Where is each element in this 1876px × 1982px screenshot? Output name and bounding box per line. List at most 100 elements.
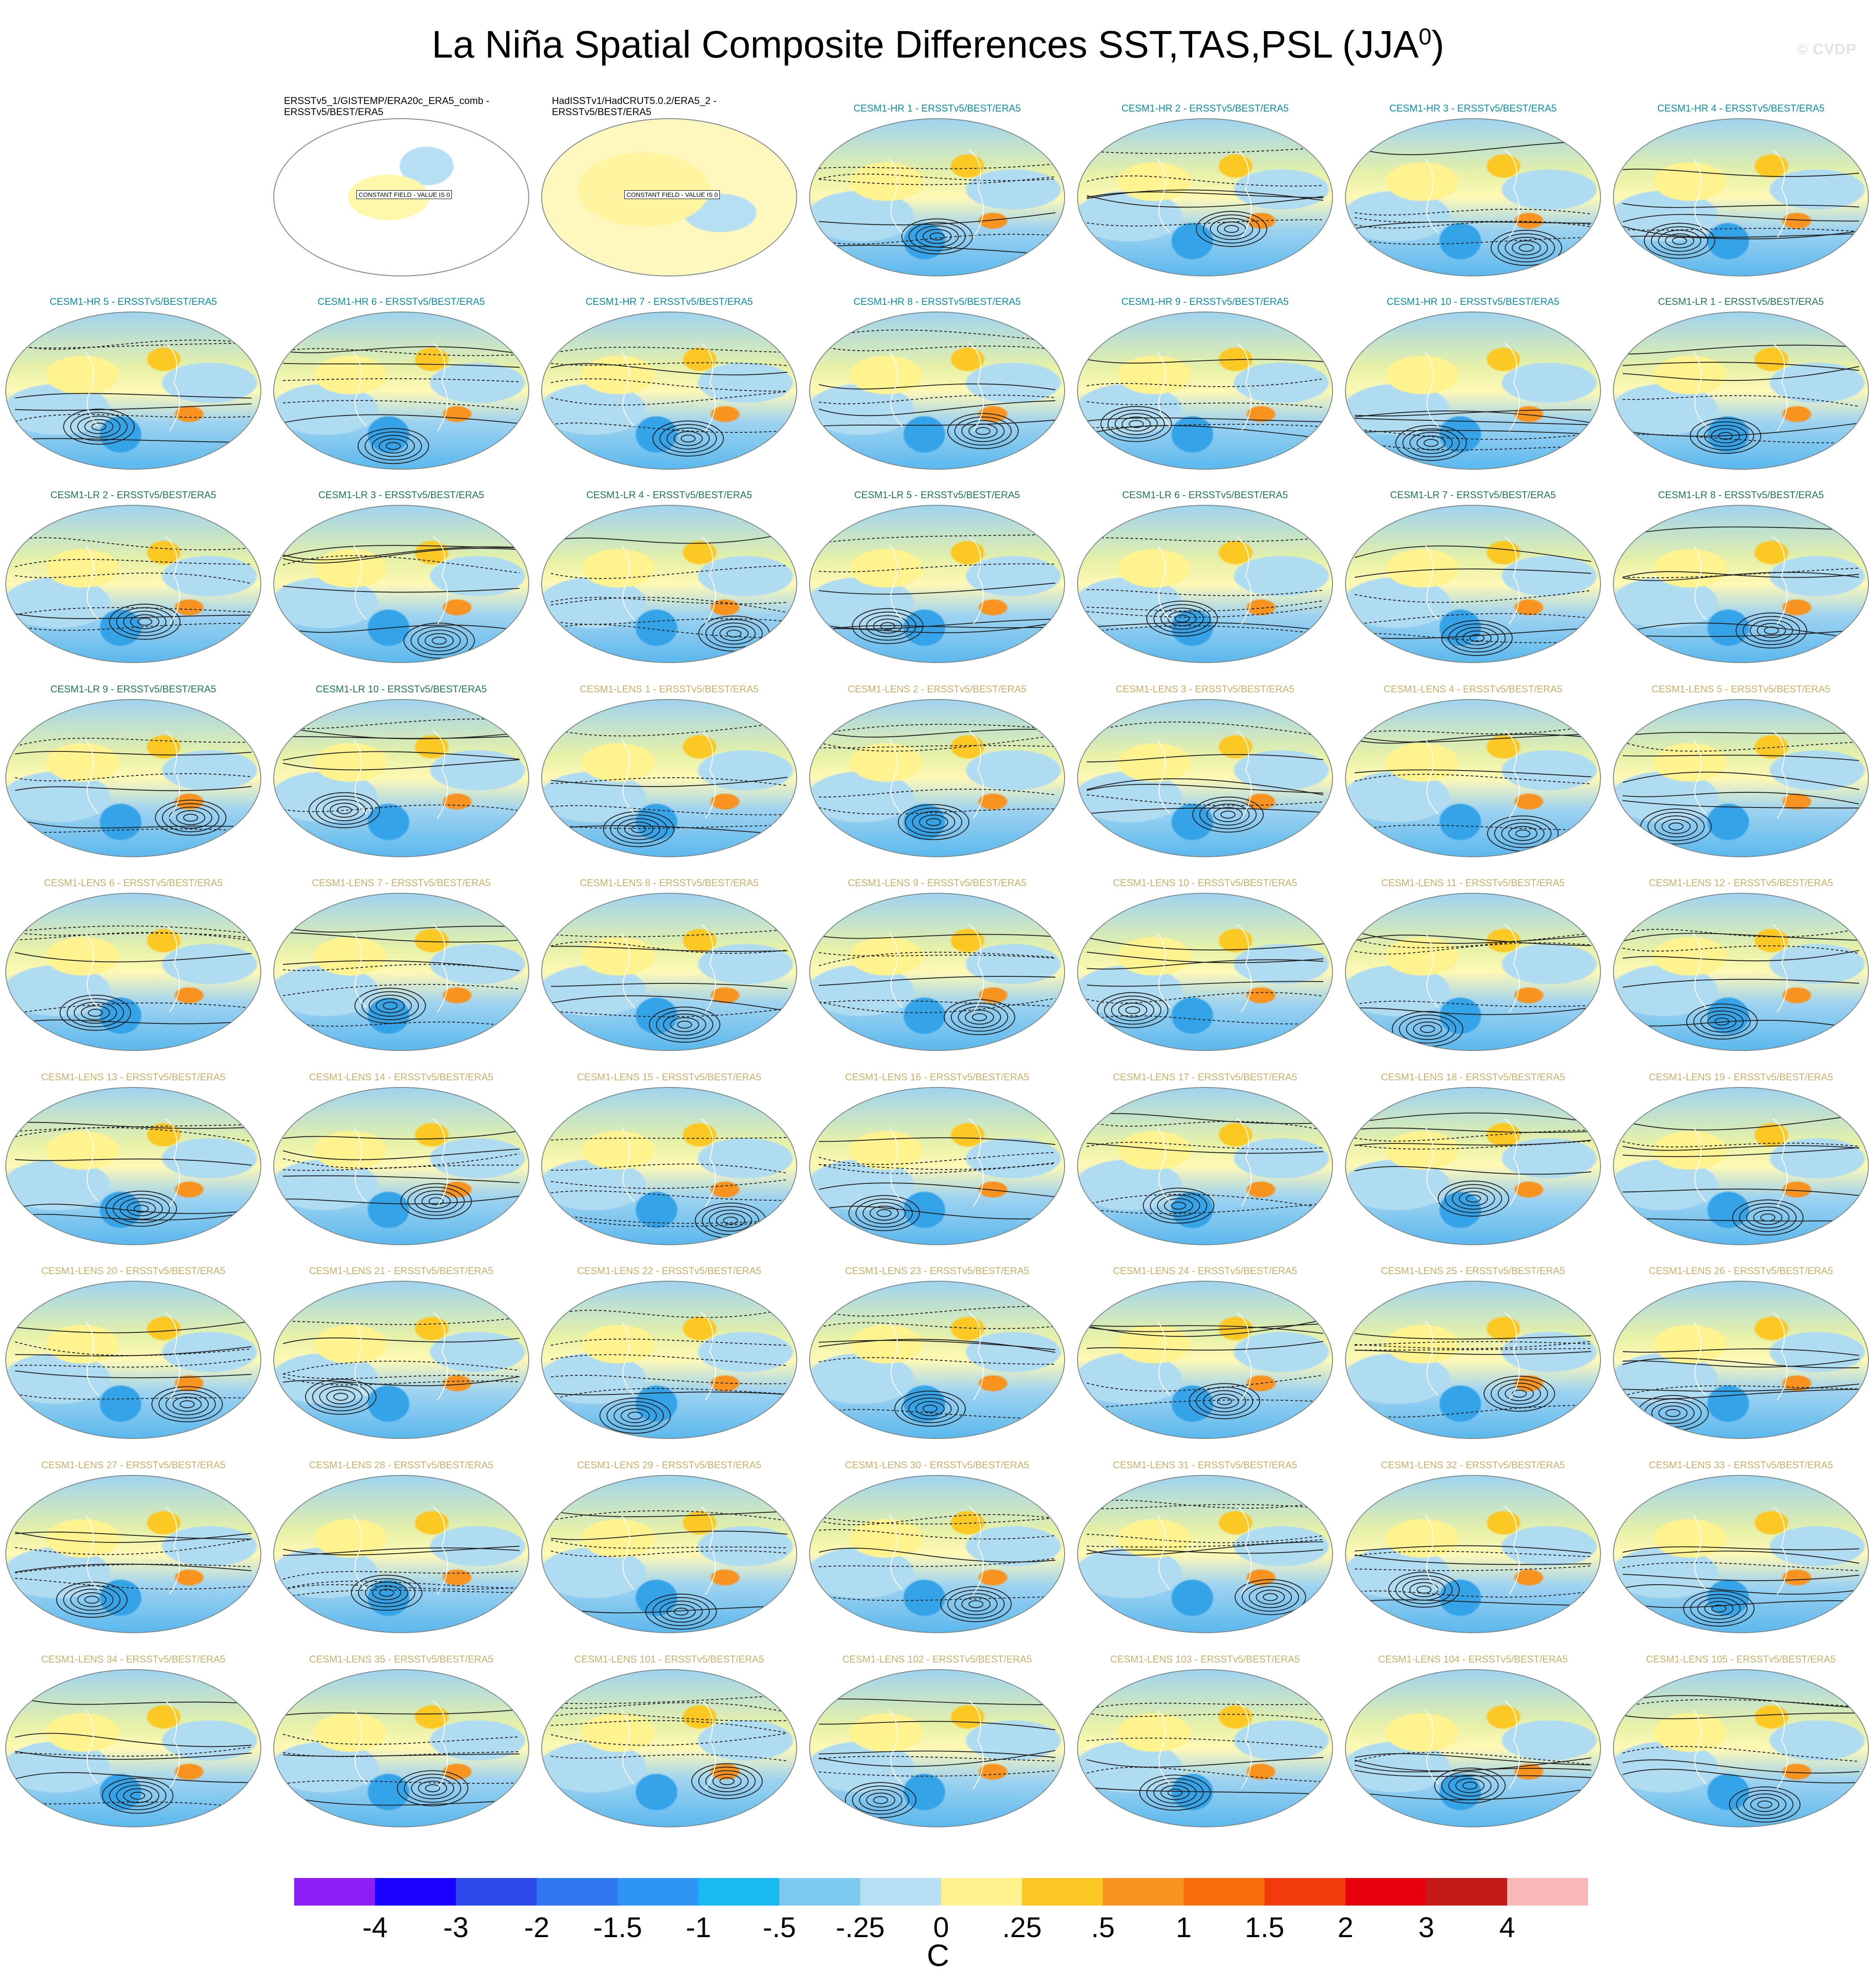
map-plot — [1613, 118, 1869, 276]
panel-title: HadISSTv1/HadCRUT5.0.2/ERA5_2 - ERSSTv5/… — [552, 95, 717, 117]
colorbar-labels: -4 -3 -2 -1.5 -1 -.5 -.25 0 .25 .5 1 1.5 2 3 4 — [294, 1911, 1588, 1943]
map-plot — [273, 1281, 529, 1439]
map-plot — [1613, 893, 1869, 1051]
map-plot — [1345, 312, 1601, 470]
map-plot — [541, 505, 797, 663]
panel-title: CESM1-LENS 103 - ERSSTv5/BEST/ERA5 — [1110, 1654, 1300, 1665]
model-panel: CESM1-LR 1 - ERSSTv5/BEST/ERA5 — [1608, 296, 1874, 473]
model-panel: CESM1-LENS 12 - ERSSTv5/BEST/ERA5 — [1608, 877, 1874, 1055]
map-plot — [1613, 699, 1869, 857]
model-panel: CESM1-LENS 34 - ERSSTv5/BEST/ERA5 — [0, 1653, 267, 1831]
panel-title: CESM1-LR 4 - ERSSTv5/BEST/ERA5 — [586, 489, 752, 500]
model-panel: CESM1-LR 7 - ERSSTv5/BEST/ERA5 — [1340, 489, 1606, 667]
colorbar-tick-label: -2 — [524, 1911, 550, 1943]
map-plot — [1345, 699, 1601, 857]
panel-title: CESM1-LENS 2 - ERSSTv5/BEST/ERA5 — [847, 683, 1027, 695]
panel-title: CESM1-LR 5 - ERSSTv5/BEST/ERA5 — [854, 489, 1020, 500]
model-panel: CESM1-HR 2 - ERSSTv5/BEST/ERA5 — [1072, 102, 1338, 280]
colorbar-box — [618, 1878, 699, 1906]
panel-title: CESM1-LENS 25 - ERSSTv5/BEST/ERA5 — [1381, 1265, 1565, 1276]
model-panel: CESM1-HR 4 - ERSSTv5/BEST/ERA5 — [1608, 102, 1874, 280]
colorbar-box — [1507, 1878, 1588, 1906]
model-panel: CESM1-LENS 32 - ERSSTv5/BEST/ERA5 — [1340, 1459, 1606, 1637]
colorbar-units: C — [926, 1938, 950, 1973]
colorbar-tick-label: 2 — [1337, 1911, 1353, 1943]
model-panel: CESM1-LENS 3 - ERSSTv5/BEST/ERA5 — [1072, 683, 1338, 861]
panel-title: CESM1-LENS 31 - ERSSTv5/BEST/ERA5 — [1113, 1459, 1297, 1471]
colorbar-tick-label: -1.5 — [593, 1911, 643, 1943]
model-panel: CESM1-LENS 9 - ERSSTv5/BEST/ERA5 — [804, 877, 1070, 1055]
panel-title: ERSSTv5_1/GISTEMP/ERA20c_ERA5_comb - ERS… — [284, 95, 490, 117]
model-panel: CESM1-LR 4 - ERSSTv5/BEST/ERA5 — [536, 489, 802, 667]
panel-title: CESM1-LENS 14 - ERSSTv5/BEST/ERA5 — [309, 1071, 494, 1083]
map-plot — [5, 699, 261, 857]
map-plot — [1345, 1087, 1601, 1245]
model-panel: CESM1-LENS 33 - ERSSTv5/BEST/ERA5 — [1608, 1459, 1874, 1637]
colorbar-box — [456, 1878, 537, 1906]
colorbar-tick-label: .25 — [1002, 1911, 1042, 1943]
colorbar — [294, 1878, 1588, 1906]
map-plot — [541, 1281, 797, 1439]
watermark-label: © CVDP — [1796, 41, 1856, 58]
panel-grid: ERSSTv5_1/GISTEMP/ERA20c_ERA5_comb - ERS… — [0, 95, 1874, 1831]
model-panel: CESM1-HR 9 - ERSSTv5/BEST/ERA5 — [1072, 296, 1338, 473]
model-panel: CESM1-LR 6 - ERSSTv5/BEST/ERA5 — [1072, 489, 1338, 667]
colorbar-box — [779, 1878, 860, 1906]
model-panel: CESM1-LENS 10 - ERSSTv5/BEST/ERA5 — [1072, 877, 1338, 1055]
model-panel: CESM1-HR 8 - ERSSTv5/BEST/ERA5 — [804, 296, 1070, 473]
model-panel: CESM1-LENS 101 - ERSSTv5/BEST/ERA5 — [536, 1653, 802, 1831]
model-panel: CESM1-LENS 31 - ERSSTv5/BEST/ERA5 — [1072, 1459, 1338, 1637]
model-panel: CESM1-LENS 17 - ERSSTv5/BEST/ERA5 — [1072, 1071, 1338, 1249]
colorbar-box — [294, 1878, 375, 1906]
map-plot — [809, 312, 1065, 470]
panel-title: CESM1-LENS 35 - ERSSTv5/BEST/ERA5 — [309, 1654, 494, 1665]
panel-title: CESM1-LENS 30 - ERSSTv5/BEST/ERA5 — [845, 1459, 1030, 1471]
map-plot — [273, 1087, 529, 1245]
model-panel: CESM1-LR 2 - ERSSTv5/BEST/ERA5 — [0, 489, 267, 667]
model-panel: CESM1-HR 5 - ERSSTv5/BEST/ERA5 — [0, 296, 267, 473]
panel-title: CESM1-LENS 1 - ERSSTv5/BEST/ERA5 — [579, 683, 759, 695]
panel-title: CESM1-HR 10 - ERSSTv5/BEST/ERA5 — [1386, 296, 1560, 307]
model-panel: CESM1-HR 1 - ERSSTv5/BEST/ERA5 — [804, 102, 1070, 280]
panel-title: CESM1-HR 7 - ERSSTv5/BEST/ERA5 — [585, 296, 753, 307]
colorbar-box — [941, 1878, 1022, 1906]
model-panel: CESM1-LENS 2 - ERSSTv5/BEST/ERA5 — [804, 683, 1070, 861]
colorbar-box — [1022, 1878, 1103, 1906]
panel-title: CESM1-LENS 11 - ERSSTv5/BEST/ERA5 — [1381, 877, 1565, 888]
panel-title: CESM1-LENS 13 - ERSSTv5/BEST/ERA5 — [41, 1071, 226, 1083]
model-panel: CESM1-HR 7 - ERSSTv5/BEST/ERA5 — [536, 296, 802, 473]
panel-title: CESM1-LR 3 - ERSSTv5/BEST/ERA5 — [318, 489, 484, 500]
panel-title: CESM1-LENS 101 - ERSSTv5/BEST/ERA5 — [574, 1654, 764, 1665]
panel-title: CESM1-LENS 3 - ERSSTv5/BEST/ERA5 — [1115, 683, 1295, 695]
colorbar-tick-label: -4 — [362, 1911, 388, 1943]
model-panel: CESM1-LENS 104 - ERSSTv5/BEST/ERA5 — [1340, 1653, 1606, 1831]
map-plot — [1077, 1281, 1333, 1439]
panel-title: CESM1-LENS 10 - ERSSTv5/BEST/ERA5 — [1113, 877, 1297, 888]
model-panel: CESM1-LENS 25 - ERSSTv5/BEST/ERA5 — [1340, 1265, 1606, 1443]
colorbar-tick-label: -.25 — [835, 1911, 885, 1943]
map-plot — [1077, 505, 1333, 663]
colorbar-box — [1103, 1878, 1184, 1906]
panel-title: CESM1-LENS 105 - ERSSTv5/BEST/ERA5 — [1646, 1654, 1836, 1665]
model-panel: CESM1-LENS 18 - ERSSTv5/BEST/ERA5 — [1340, 1071, 1606, 1249]
panel-title: CESM1-LENS 33 - ERSSTv5/BEST/ERA5 — [1648, 1459, 1833, 1471]
model-panel: CESM1-LR 3 - ERSSTv5/BEST/ERA5 — [268, 489, 535, 667]
panel-title: CESM1-LENS 20 - ERSSTv5/BEST/ERA5 — [41, 1265, 226, 1276]
model-panel: CESM1-LENS 11 - ERSSTv5/BEST/ERA5 — [1340, 877, 1606, 1055]
colorbar-box — [537, 1878, 618, 1906]
panel-title: CESM1-LENS 12 - ERSSTv5/BEST/ERA5 — [1648, 877, 1833, 888]
panel-title: CESM1-LENS 22 - ERSSTv5/BEST/ERA5 — [577, 1265, 762, 1276]
colorbar-tick-label: 1 — [1176, 1911, 1192, 1943]
title-superscript: 0 — [1418, 24, 1432, 50]
panel-title: CESM1-LR 9 - ERSSTv5/BEST/ERA5 — [50, 683, 216, 695]
map-plot — [5, 312, 261, 470]
colorbar-tick-label: 4 — [1499, 1911, 1515, 1943]
map-plot — [809, 1475, 1065, 1633]
map-plot — [1077, 1475, 1333, 1633]
map-plot — [5, 505, 261, 663]
model-panel: CESM1-LENS 103 - ERSSTv5/BEST/ERA5 — [1072, 1653, 1338, 1831]
colorbar-box — [1426, 1878, 1507, 1906]
panel-title: CESM1-LENS 23 - ERSSTv5/BEST/ERA5 — [845, 1265, 1030, 1276]
map-plot — [809, 505, 1065, 663]
map-plot — [1613, 505, 1869, 663]
